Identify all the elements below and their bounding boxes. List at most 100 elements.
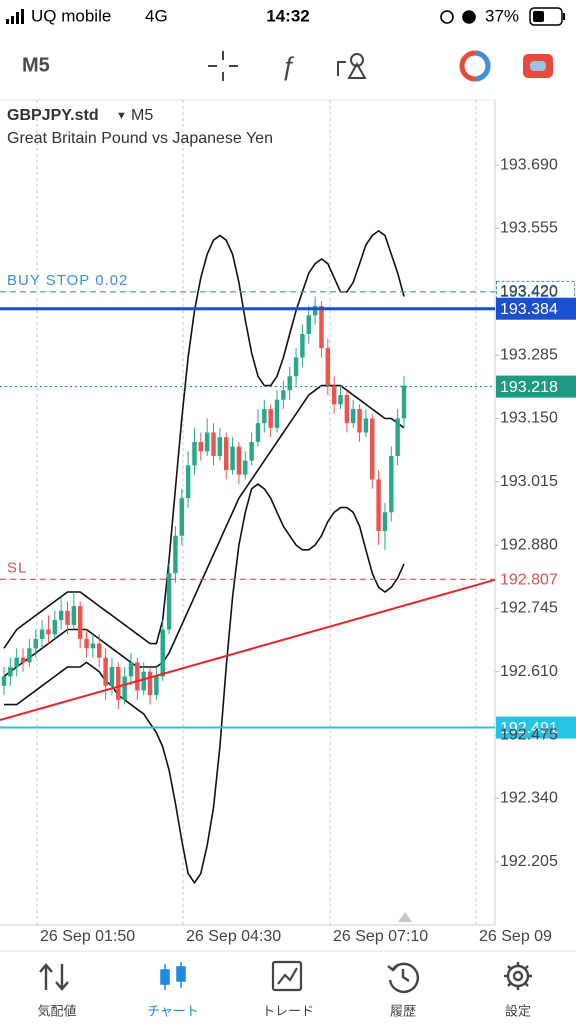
y-tick-label: 192.610 [500, 663, 558, 680]
nav-label[interactable]: 設定 [505, 1003, 531, 1018]
settings-icon[interactable] [504, 962, 532, 990]
nav-label[interactable]: 履歴 [390, 1003, 416, 1018]
y-tick-label: 192.340 [500, 790, 558, 807]
candle-body [306, 315, 311, 335]
candle-body [224, 437, 229, 471]
candle-body [179, 498, 184, 536]
candle-body [1, 676, 7, 686]
candle-body [20, 657, 26, 663]
price-level-name: SL [7, 559, 27, 576]
candle-body [236, 446, 242, 475]
account-button[interactable] [459, 50, 491, 82]
price-level-label: 193.384 [500, 301, 558, 318]
candle-body [350, 409, 356, 424]
price-level-name: BUY STOP 0.02 [7, 272, 128, 289]
candle-body [71, 606, 77, 625]
candle-body [389, 455, 394, 513]
candle-body [363, 418, 369, 433]
candle-body [135, 662, 140, 691]
candle-body [401, 385, 407, 419]
y-tick-label: 193.420 [500, 283, 558, 300]
candle-body [27, 648, 32, 663]
candle-body [376, 479, 381, 532]
chart-icon[interactable] [160, 962, 186, 990]
candle-body [198, 441, 204, 452]
y-tick-label: 193.555 [500, 220, 558, 237]
y-tick-label: 193.690 [500, 156, 558, 173]
clock: 14:32 [266, 6, 309, 25]
candle-body [204, 432, 210, 452]
crosshair-button[interactable] [208, 51, 238, 81]
candle-body [287, 376, 292, 391]
y-tick-label: 193.285 [500, 346, 558, 363]
candle-body [300, 334, 305, 358]
candle-body [262, 409, 267, 424]
network: 4G [145, 6, 168, 25]
y-tick-label: 192.880 [500, 536, 558, 553]
y-tick-label: 192.475 [500, 726, 558, 743]
indicators-button[interactable]: ƒ [281, 51, 295, 81]
candle-body [255, 423, 261, 442]
candle-body [185, 465, 191, 499]
carrier: UQ mobile [31, 6, 111, 25]
candle-body [46, 629, 51, 635]
symbol-description: Great Britain Pound vs Japanese Yen [7, 130, 273, 147]
price-level-box [496, 375, 576, 398]
y-tick-label: 193.015 [500, 473, 558, 490]
candle-body [65, 610, 70, 625]
candle-body [281, 390, 286, 400]
trade-button[interactable] [523, 54, 553, 78]
y-tick-label: 192.745 [500, 600, 558, 617]
candle-body [395, 418, 400, 456]
candle-body [166, 573, 172, 630]
price-level-box [496, 716, 576, 739]
timeframe-button[interactable]: M5 [22, 54, 50, 76]
candle-body [370, 418, 375, 480]
symbol-dropdown[interactable]: ▼ [116, 110, 127, 122]
trade-icon[interactable] [271, 960, 303, 992]
candle-body [141, 671, 146, 691]
band-middle [3, 384, 405, 678]
price-level-label: 193.420 [500, 284, 558, 301]
band-upper [3, 229, 405, 649]
candle-body [217, 437, 223, 456]
scroll-marker [398, 912, 412, 922]
candle-body [274, 399, 280, 428]
symbol: GBPJPY.std [7, 107, 99, 124]
candle-body [103, 657, 108, 686]
candle-body [116, 667, 121, 700]
candle-body [319, 305, 324, 349]
y-tick-label: 192.205 [500, 853, 558, 870]
chart-timeframe: M5 [131, 107, 153, 124]
history-icon[interactable] [387, 962, 420, 993]
candle-body [230, 446, 235, 471]
candle-body [325, 348, 331, 386]
overlay: 193.420 BUY STOP 0.02 193.384 193.218 192.80… [0, 272, 576, 739]
candle-body [8, 667, 13, 677]
candle-body [160, 629, 165, 677]
price-level-box [496, 568, 576, 591]
candle-body [77, 606, 83, 639]
candle-body [243, 460, 248, 475]
candle-body [109, 667, 115, 686]
candle-body [58, 610, 64, 621]
x-tick-label: 26 Sep 04:30 [186, 928, 281, 945]
candle-body [90, 643, 96, 649]
battery-percent: 37% [485, 6, 519, 25]
candle-body [293, 357, 299, 377]
candle-body [382, 512, 388, 532]
nav-label[interactable]: 気配値 [37, 1003, 76, 1018]
price-level-label: 192.807 [500, 572, 558, 589]
band-lower [4, 483, 405, 885]
candle-body [147, 671, 153, 696]
candle-body [249, 441, 254, 461]
candle-body [173, 535, 178, 574]
nav-label[interactable]: トレード [262, 1003, 314, 1018]
quotes-icon[interactable] [39, 963, 69, 991]
candle-body [154, 676, 159, 696]
objects-button[interactable] [337, 53, 367, 79]
price-level-label: 193.218 [500, 379, 558, 396]
candle-body [344, 395, 350, 424]
y-tick-label: 193.150 [500, 410, 558, 427]
nav-label[interactable]: チャート [147, 1003, 199, 1018]
